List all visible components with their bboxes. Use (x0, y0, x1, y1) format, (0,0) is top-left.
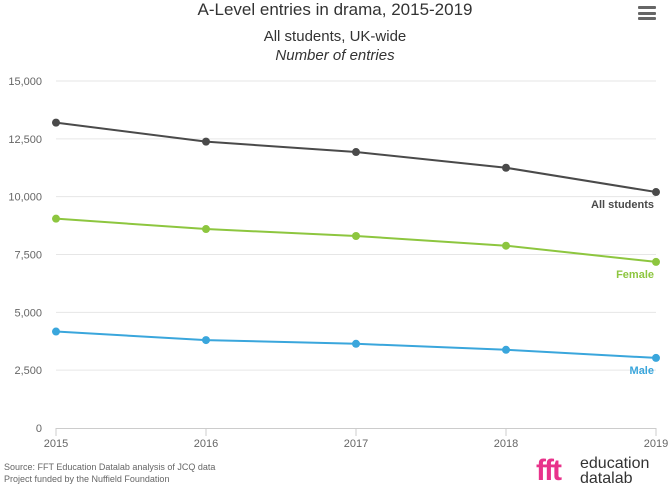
series-line (55, 217, 657, 263)
data-point (202, 336, 210, 345)
gridlines (56, 80, 656, 371)
chart-title: A-Level entries in drama, 2015-2019 (197, 0, 473, 19)
data-point (502, 345, 510, 354)
y-axis: 0 2,500 5,000 7,500 10,000 12,500 15,000 (8, 76, 42, 435)
data-point (652, 353, 660, 362)
data-point (202, 225, 210, 234)
menu-bar (638, 11, 656, 15)
data-point (652, 257, 660, 266)
series-line (55, 121, 657, 194)
data-point (502, 163, 510, 172)
y-tick-label: 15,000 (8, 76, 42, 88)
data-point (352, 231, 360, 240)
source-note: Source: FFT Education Datalab analysis o… (4, 462, 216, 472)
data-point (202, 137, 210, 146)
hamburger-menu-icon[interactable] (638, 6, 656, 20)
logo-mark: fft (536, 454, 562, 487)
y-tick-label: 12,500 (8, 134, 42, 146)
fft-datalab-logo: fft education datalab (536, 456, 666, 488)
series-all-students: All students (52, 118, 660, 211)
x-tick-label: 2018 (494, 438, 518, 450)
chart-units-subtitle: Number of entries (275, 47, 395, 64)
y-tick-label: 10,000 (8, 192, 42, 204)
logo-line-2: datalab (580, 470, 633, 487)
series-label: Male (630, 365, 654, 377)
data-point (52, 327, 60, 336)
x-tick-label: 2016 (194, 438, 218, 450)
series-label: All students (591, 199, 654, 211)
series-group: All students Female Male (52, 118, 660, 377)
logo-line-1: education (580, 455, 650, 472)
series-male: Male (52, 327, 660, 377)
y-tick-label: 2,500 (14, 365, 42, 377)
menu-bar (638, 17, 656, 20)
x-tick-label: 2019 (644, 438, 668, 450)
y-tick-label: 7,500 (14, 250, 42, 262)
chart-subtitle: All students, UK-wide (263, 28, 407, 45)
funding-note: Project funded by the Nuffield Foundatio… (4, 474, 170, 484)
chart-footer: Source: FFT Education Datalab analysis o… (4, 461, 215, 485)
data-point (352, 148, 360, 157)
data-point (352, 339, 360, 348)
data-point (502, 241, 510, 250)
data-point (52, 214, 60, 223)
series-label: Female (616, 269, 654, 281)
series-female: Female (52, 214, 660, 281)
logo-text: education datalab (580, 455, 650, 487)
x-tick-label: 2015 (44, 438, 68, 450)
data-point (52, 118, 60, 127)
menu-bar (638, 6, 656, 9)
data-point (652, 188, 660, 197)
y-tick-label: 5,000 (14, 307, 42, 319)
x-axis: 2015 2016 2017 2018 2019 (44, 428, 668, 450)
y-tick-label: 0 (36, 423, 42, 435)
x-tick-label: 2017 (344, 438, 368, 450)
